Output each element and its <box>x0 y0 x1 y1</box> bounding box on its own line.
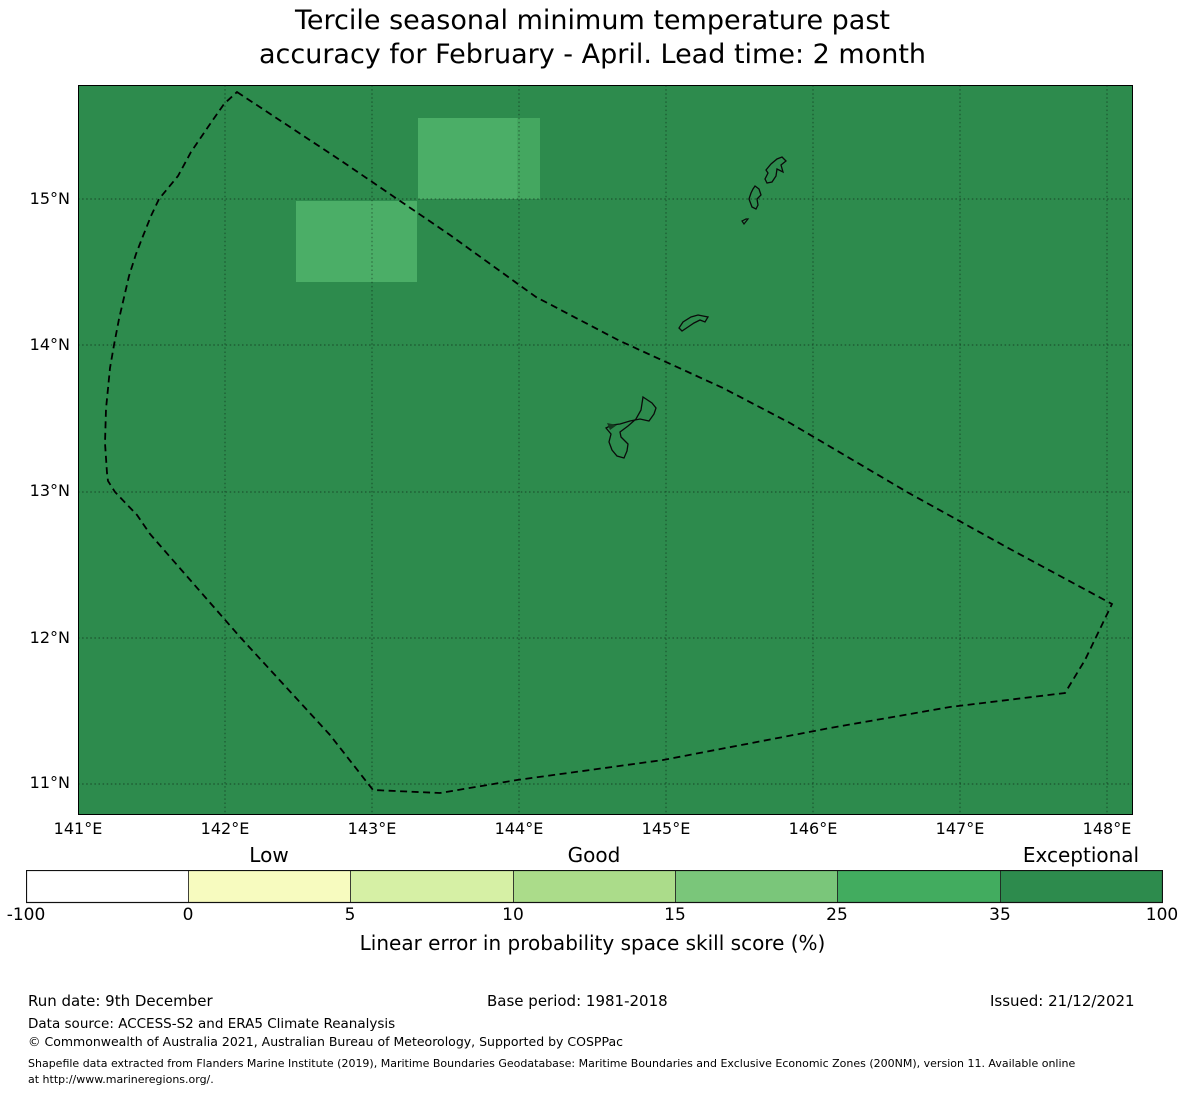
data-source-text: Data source: ACCESS-S2 and ERA5 Climate … <box>28 1016 396 1032</box>
y-axis-tick-label: 12°N <box>29 628 70 647</box>
island-guam-harbor-patch <box>607 423 617 430</box>
copyright-text: © Commonwealth of Australia 2021, Austra… <box>28 1034 623 1049</box>
eez-boundary-outline <box>104 90 1114 794</box>
colorbar-tick-label: 0 <box>182 905 194 925</box>
island-saipan-outline <box>764 156 787 184</box>
colorbar-tick-label: 10 <box>502 905 524 925</box>
skill-cell-south-west <box>296 201 417 282</box>
plot-frame <box>78 85 1133 815</box>
quality-label-low: Low <box>249 843 289 867</box>
colorbar-caption: Linear error in probability space skill … <box>359 931 826 955</box>
x-axis-tick-label: 143°E <box>347 819 397 838</box>
quality-label-good: Good <box>567 843 621 867</box>
x-axis-tick-label: 144°E <box>494 819 544 838</box>
colorbar-segment <box>675 870 838 903</box>
x-axis-tick-label: 147°E <box>935 819 985 838</box>
island-guam-outline <box>604 395 657 459</box>
y-axis-tick-label: 13°N <box>29 481 70 500</box>
colorbar-frame <box>26 870 1163 904</box>
colorbar <box>26 870 1163 904</box>
issued-date-text: Issued: 21/12/2021 <box>990 992 1135 1010</box>
island-rota-outline <box>678 314 710 332</box>
y-axis-tick-label: 11°N <box>29 773 70 792</box>
quality-label-exceptional: Exceptional <box>1022 843 1140 867</box>
colorbar-tick-label: -100 <box>6 905 46 925</box>
colorbar-tick-label: 35 <box>989 905 1011 925</box>
graticule-gridlines <box>78 85 1133 815</box>
skill-cell-north-east-strip <box>517 118 540 199</box>
colorbar-segment <box>837 870 1001 903</box>
colorbar-tick-label: 15 <box>664 905 686 925</box>
run-date-text: Run date: 9th December <box>28 992 213 1010</box>
island-tinian-outline <box>748 185 762 210</box>
x-axis-tick-label: 148°E <box>1082 819 1132 838</box>
shapefile-attribution-line-2: at http://www.marineregions.org/. <box>28 1073 214 1086</box>
colorbar-tick-label: 5 <box>344 905 356 925</box>
colorbar-segment <box>513 870 676 903</box>
chart-title: Tercile seasonal minimum temperature pas… <box>0 4 1185 72</box>
chart-title-line-1: Tercile seasonal minimum temperature pas… <box>295 5 890 36</box>
colorbar-segment <box>1000 870 1163 903</box>
chart-title-line-2: accuracy for February - April. Lead time… <box>258 39 927 70</box>
colorbar-segment <box>188 870 351 903</box>
shapefile-attribution-line-1: Shapefile data extracted from Flanders M… <box>28 1057 1076 1070</box>
x-axis-tick-label: 142°E <box>200 819 250 838</box>
x-axis-tick-label: 145°E <box>641 819 691 838</box>
y-axis-tick-label: 15°N <box>29 189 70 208</box>
colorbar-tick-label: 25 <box>826 905 848 925</box>
map-plot <box>78 85 1133 815</box>
y-axis-tick-label: 14°N <box>29 335 70 354</box>
island-aguijan-outline <box>741 218 750 226</box>
colorbar-segment <box>26 870 189 903</box>
map-background <box>78 85 1133 815</box>
base-period-text: Base period: 1981-2018 <box>487 992 668 1010</box>
x-axis-tick-label: 141°E <box>53 819 103 838</box>
colorbar-tick-label: 100 <box>1145 905 1179 925</box>
colorbar-segment <box>350 870 514 903</box>
x-axis-tick-label: 146°E <box>788 819 838 838</box>
